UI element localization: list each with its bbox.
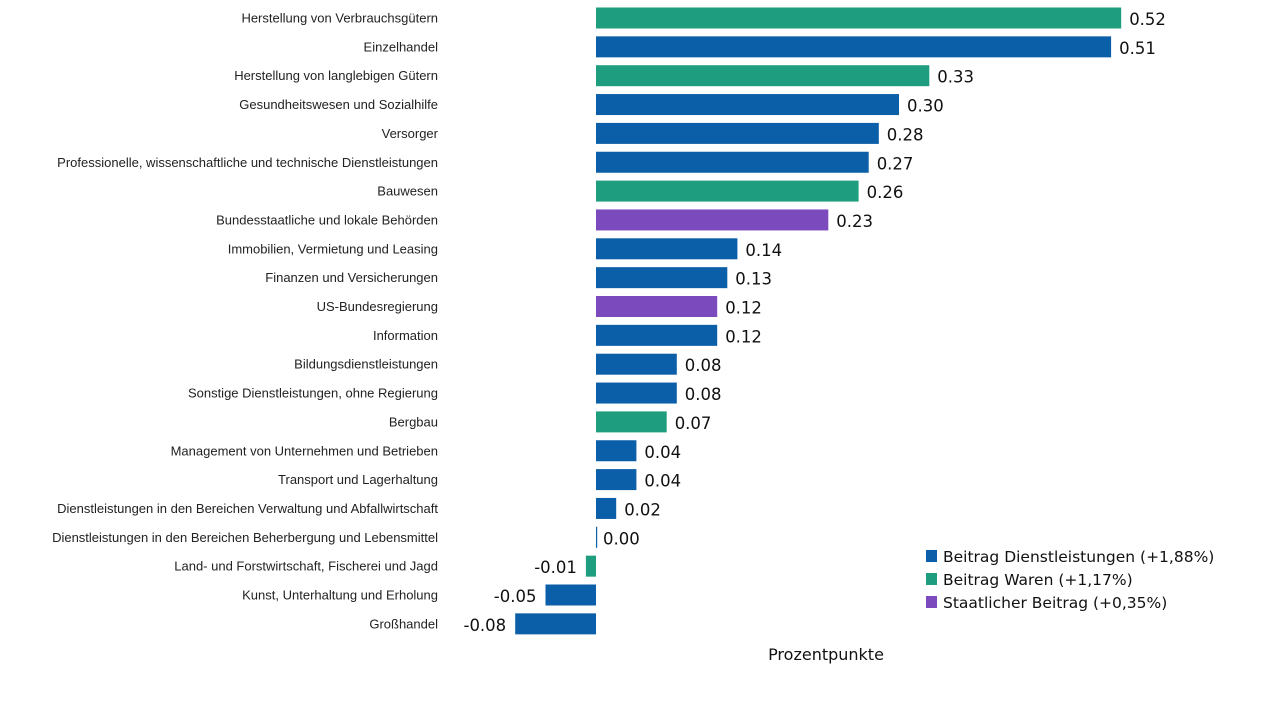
bar [596, 267, 728, 289]
value-label: 0.08 [685, 356, 722, 375]
value-label: 0.12 [725, 327, 762, 346]
value-label: 0.30 [907, 97, 944, 116]
value-label: -0.05 [494, 587, 537, 606]
category-label: Bauwesen [377, 184, 438, 199]
legend-label-goods: Beitrag Waren (+1,17%) [943, 571, 1133, 589]
bar [596, 36, 1112, 58]
bar [596, 238, 738, 260]
bar [596, 7, 1122, 29]
category-label: Immobilien, Vermietung und Leasing [228, 241, 438, 256]
bar [596, 382, 677, 404]
bars-layer: Herstellung von Verbrauchsgütern 0.52 Einz… [52, 7, 1166, 635]
value-label: 0.28 [887, 125, 924, 144]
bar [596, 440, 637, 462]
value-label: -0.01 [534, 558, 577, 577]
category-label: Professionelle, wissenschaftliche und te… [57, 155, 438, 170]
category-label: Versorger [382, 126, 439, 141]
value-label: 0.04 [644, 472, 681, 491]
category-label: Management von Unternehmen und Betrieben [171, 443, 438, 458]
bar [596, 469, 637, 491]
category-label: Sonstige Dienstleistungen, ohne Regierun… [188, 386, 438, 401]
bar [596, 209, 829, 231]
value-label: 0.00 [603, 529, 640, 548]
bar [596, 497, 617, 519]
value-label: 0.52 [1129, 10, 1166, 29]
value-label: 0.27 [877, 154, 914, 173]
value-label: 0.33 [937, 68, 974, 87]
category-label: Bundesstaatliche und lokale Behörden [216, 212, 438, 227]
value-label: 0.12 [725, 299, 762, 318]
bar [515, 613, 596, 635]
category-label: Transport und Lagerhaltung [278, 472, 438, 487]
bar [596, 324, 718, 346]
bar [596, 411, 667, 433]
category-label: US-Bundesregierung [317, 299, 438, 314]
legend-swatch-government [926, 596, 937, 608]
value-label: 0.02 [624, 500, 661, 519]
bar [596, 65, 930, 87]
bar [585, 555, 596, 577]
bar [596, 353, 677, 375]
category-label: Information [373, 328, 438, 343]
bar [596, 526, 598, 548]
category-label: Herstellung von Verbrauchsgütern [241, 11, 438, 26]
value-label: 0.51 [1119, 39, 1156, 58]
legend-label-services: Beitrag Dienstleistungen (+1,88%) [943, 548, 1214, 566]
legend-swatch-services [926, 550, 937, 562]
category-label: Finanzen und Versicherungen [265, 270, 438, 285]
category-label: Land- und Forstwirtschaft, Fischerei und… [174, 559, 438, 574]
value-label: -0.08 [463, 616, 506, 635]
x-axis-title: Prozentpunkte [768, 645, 884, 664]
category-label: Großhandel [369, 616, 438, 631]
legend-label-government: Staatlicher Beitrag (+0,35%) [943, 594, 1167, 612]
category-label: Dienstleistungen in den Bereichen Verwal… [57, 501, 438, 516]
value-label: 0.04 [644, 443, 681, 462]
category-label: Kunst, Unterhaltung und Erholung [242, 588, 438, 603]
value-label: 0.14 [745, 241, 782, 260]
bar [596, 296, 718, 317]
category-label: Gesundheitswesen und Sozialhilfe [239, 97, 438, 112]
bar [596, 151, 869, 173]
value-label: 0.07 [675, 414, 712, 433]
category-label: Bergbau [389, 414, 438, 429]
bar [596, 180, 859, 202]
value-label: 0.26 [867, 183, 904, 202]
category-label: Herstellung von langlebigen Gütern [234, 68, 438, 83]
legend-swatch-goods [926, 573, 937, 585]
value-label: 0.08 [685, 385, 722, 404]
bar [596, 94, 899, 116]
value-label: 0.13 [735, 270, 772, 289]
category-label: Einzelhandel [364, 39, 439, 54]
bar [596, 122, 879, 144]
value-label: 0.23 [836, 212, 873, 231]
category-label: Bildungsdienstleistungen [294, 357, 438, 372]
category-label: Dienstleistungen in den Bereichen Beherb… [52, 530, 438, 545]
legend: Beitrag Dienstleistungen (+1,88%) Beitrag… [926, 548, 1214, 612]
bar [545, 584, 596, 606]
